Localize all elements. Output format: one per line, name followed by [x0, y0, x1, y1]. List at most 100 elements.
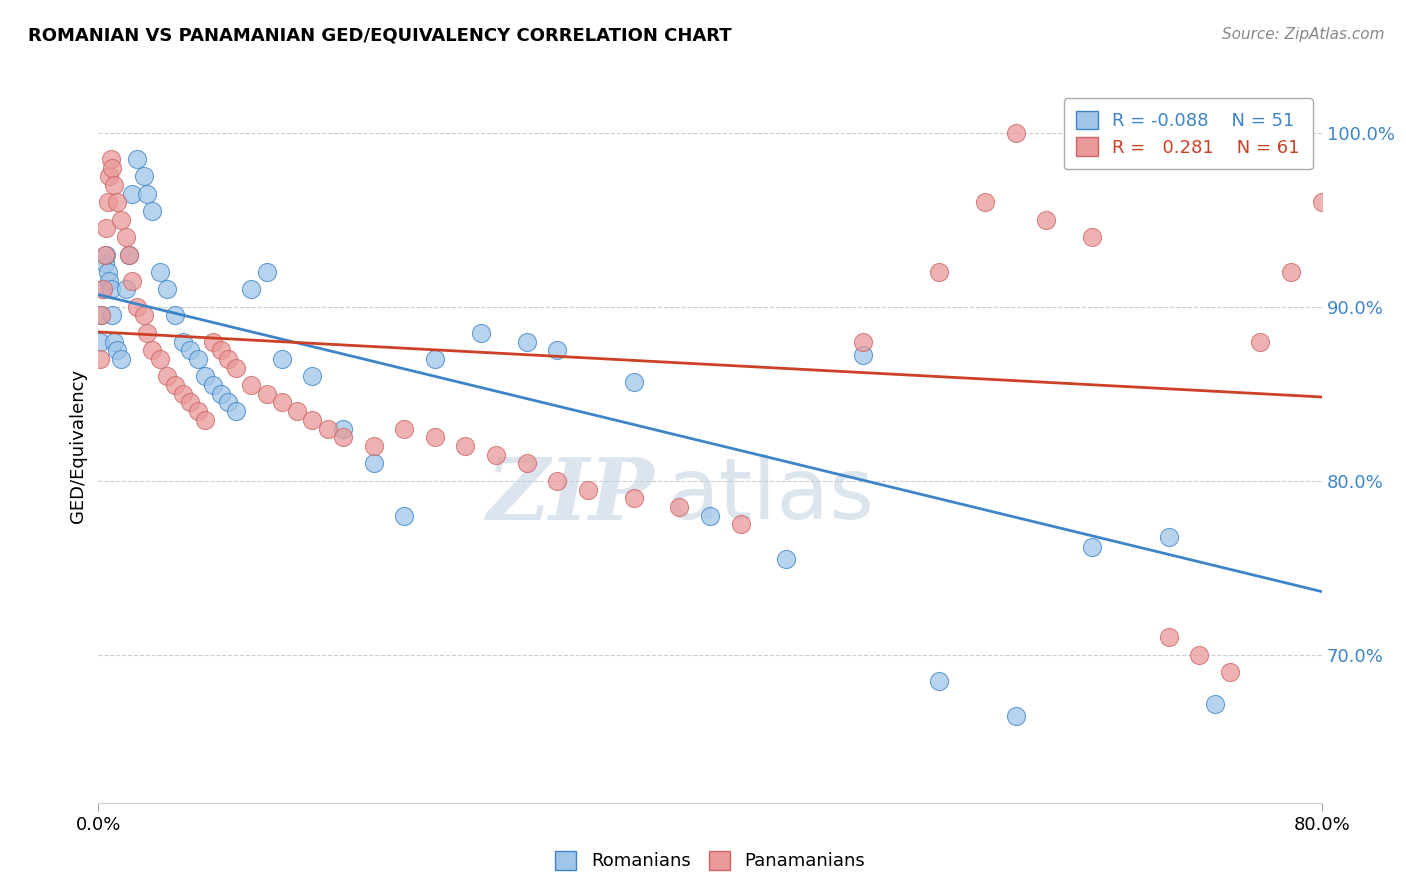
Point — [485, 448, 508, 462]
Point — [699, 508, 721, 523]
Point — [103, 178, 125, 192]
Point — [454, 439, 477, 453]
Point — [256, 265, 278, 279]
Point — [105, 195, 128, 210]
Point — [91, 282, 114, 296]
Point — [179, 395, 201, 409]
Point — [1204, 697, 1226, 711]
Point — [270, 395, 292, 409]
Point — [97, 265, 120, 279]
Point — [94, 221, 117, 235]
Point — [516, 334, 538, 349]
Text: atlas: atlas — [668, 454, 875, 538]
Point — [134, 309, 156, 323]
Point — [1004, 708, 1026, 723]
Y-axis label: GED/Equivalency: GED/Equivalency — [69, 369, 87, 523]
Text: Source: ZipAtlas.com: Source: ZipAtlas.com — [1222, 27, 1385, 42]
Point — [730, 517, 752, 532]
Point — [1234, 126, 1257, 140]
Point — [118, 247, 141, 261]
Point — [89, 351, 111, 366]
Point — [149, 351, 172, 366]
Text: ROMANIAN VS PANAMANIAN GED/EQUIVALENCY CORRELATION CHART: ROMANIAN VS PANAMANIAN GED/EQUIVALENCY C… — [28, 27, 731, 45]
Point — [194, 369, 217, 384]
Point — [101, 161, 124, 175]
Point — [1157, 529, 1180, 543]
Point — [1004, 126, 1026, 140]
Point — [115, 282, 138, 296]
Point — [332, 430, 354, 444]
Point — [163, 309, 186, 323]
Point — [98, 274, 121, 288]
Point — [94, 247, 117, 261]
Point — [1279, 265, 1302, 279]
Point — [623, 491, 645, 506]
Point — [392, 508, 416, 523]
Point — [100, 282, 122, 296]
Point — [90, 309, 112, 323]
Point — [149, 265, 172, 279]
Point — [187, 404, 209, 418]
Point — [163, 378, 186, 392]
Point — [285, 404, 308, 418]
Point — [270, 351, 292, 366]
Point — [1081, 230, 1104, 244]
Point — [256, 386, 278, 401]
Point — [134, 169, 156, 184]
Point — [105, 343, 128, 358]
Point — [1341, 126, 1364, 140]
Point — [423, 430, 446, 444]
Point — [97, 195, 120, 210]
Point — [141, 204, 163, 219]
Point — [974, 195, 997, 210]
Text: ZIP: ZIP — [486, 454, 655, 538]
Point — [93, 256, 115, 270]
Point — [90, 309, 112, 323]
Point — [136, 326, 159, 340]
Point — [118, 247, 141, 261]
Point — [1035, 212, 1057, 227]
Point — [775, 552, 797, 566]
Point — [332, 421, 354, 435]
Point — [546, 343, 568, 358]
Point — [156, 369, 179, 384]
Point — [363, 457, 385, 471]
Point — [172, 386, 194, 401]
Point — [110, 351, 132, 366]
Point — [1310, 195, 1333, 210]
Point — [516, 457, 538, 471]
Point — [103, 334, 125, 349]
Point — [423, 351, 446, 366]
Point — [928, 673, 950, 688]
Point — [240, 378, 263, 392]
Point — [110, 212, 132, 227]
Point — [121, 186, 143, 201]
Point — [202, 334, 225, 349]
Point — [668, 500, 690, 514]
Point — [852, 349, 875, 363]
Point — [928, 265, 950, 279]
Point — [1188, 648, 1211, 662]
Point — [217, 351, 239, 366]
Point — [98, 169, 121, 184]
Point — [576, 483, 599, 497]
Point — [89, 334, 111, 349]
Point — [209, 343, 232, 358]
Point — [121, 274, 143, 288]
Legend: Romanians, Panamanians: Romanians, Panamanians — [546, 842, 875, 880]
Point — [225, 360, 247, 375]
Point — [194, 413, 217, 427]
Point — [202, 378, 225, 392]
Point — [125, 152, 148, 166]
Point — [209, 386, 232, 401]
Point — [301, 413, 323, 427]
Point — [852, 334, 875, 349]
Point — [115, 230, 138, 244]
Point — [179, 343, 201, 358]
Point — [172, 334, 194, 349]
Point — [1219, 665, 1241, 680]
Point — [101, 309, 124, 323]
Point — [316, 421, 339, 435]
Point — [125, 300, 148, 314]
Point — [136, 186, 159, 201]
